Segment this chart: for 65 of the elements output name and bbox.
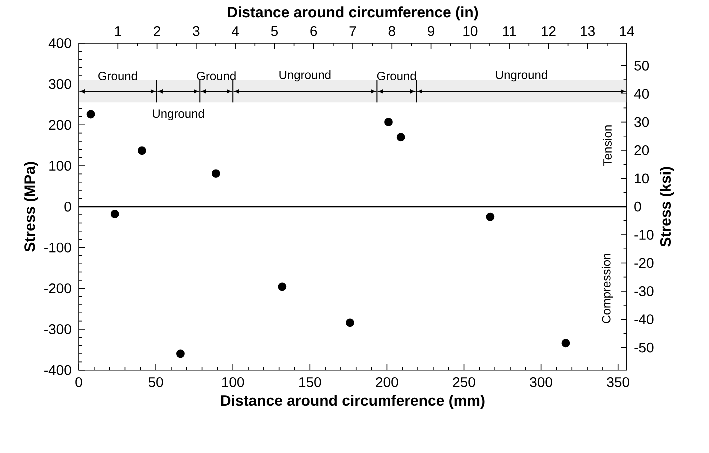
band-label: Unground [153, 109, 204, 120]
y2-tick-label: 20 [634, 145, 650, 156]
x-tick-label: 350 [607, 377, 630, 388]
y2-axis-title: Stress (ksi) [660, 167, 674, 247]
y-tick-label: -300 [44, 324, 72, 334]
band-label: Ground [377, 71, 416, 80]
point [278, 282, 287, 292]
y-tick-label: -100 [44, 242, 72, 253]
x2-tick-label: 7 [350, 26, 356, 36]
y-tick-label: 400 [48, 38, 72, 48]
y2-tick-label: -40 [634, 314, 654, 324]
point [110, 210, 120, 218]
x2-tick-label: 9 [428, 26, 435, 36]
x-tick-label: 0 [76, 377, 82, 388]
y-tick-label: 100 [50, 160, 72, 171]
x2-tick-label: 10 [464, 26, 478, 36]
y2-tick-label: 30 [634, 117, 650, 128]
point [346, 318, 354, 327]
y-tick-label: -200 [44, 284, 72, 294]
y-tick-label: 0 [64, 202, 72, 212]
x2-tick-label: 12 [542, 26, 556, 36]
x2-tick-label: 8 [388, 26, 396, 36]
x2-tick-label: 6 [310, 26, 318, 36]
y2-tick-label: 10 [635, 174, 650, 184]
band-label: Ground [98, 71, 138, 80]
y-axis-title: Stress (MPa) [24, 162, 38, 252]
x2-tick-label: 14 [620, 26, 634, 36]
point [212, 169, 220, 178]
band-label: Unground [496, 70, 548, 82]
x2-tick-label: 3 [193, 26, 200, 36]
x2-axis-title: Distance around circumference (in) [228, 6, 478, 20]
x-tick-label: 100 [222, 377, 244, 388]
y-tick-label: 300 [49, 79, 72, 90]
annotation: Tension [603, 125, 612, 166]
y2-tick-label: -20 [634, 258, 654, 268]
y-tick-label: -400 [44, 365, 72, 376]
y2-tick-label: 40 [634, 89, 650, 99]
x2-tick-label: 2 [154, 26, 160, 36]
x2-tick-label: 11 [503, 26, 516, 36]
x-tick-label: 150 [300, 377, 322, 388]
point [486, 212, 495, 222]
y2-tick-label: 50 [634, 60, 650, 71]
y2-tick-label: -10 [634, 230, 654, 240]
x-tick-label: 50 [148, 377, 164, 388]
point [176, 350, 185, 358]
x-tick-label: 250 [453, 377, 476, 388]
x2-tick-label: 5 [271, 26, 278, 36]
y-tick-label: 200 [49, 120, 72, 130]
band-label: Ground [197, 71, 236, 80]
point [384, 118, 393, 126]
point [396, 133, 406, 142]
x2-tick-label: 13 [581, 26, 595, 36]
x2-tick-label: 4 [232, 26, 240, 36]
point [562, 339, 570, 348]
band-label: Unground [280, 70, 331, 82]
point [138, 146, 146, 155]
x2-tick-label: 1 [115, 26, 122, 36]
annotation: Compression [602, 254, 614, 324]
x-tick-label: 300 [530, 377, 552, 388]
point [86, 110, 96, 119]
y2-tick-label: -30 [634, 286, 654, 296]
y2-tick-label: -50 [634, 342, 654, 353]
y2-tick-label: 0 [634, 202, 642, 212]
x-axis-title: Distance around circumference (mm) [221, 394, 485, 409]
x-tick-label: 200 [376, 377, 398, 388]
